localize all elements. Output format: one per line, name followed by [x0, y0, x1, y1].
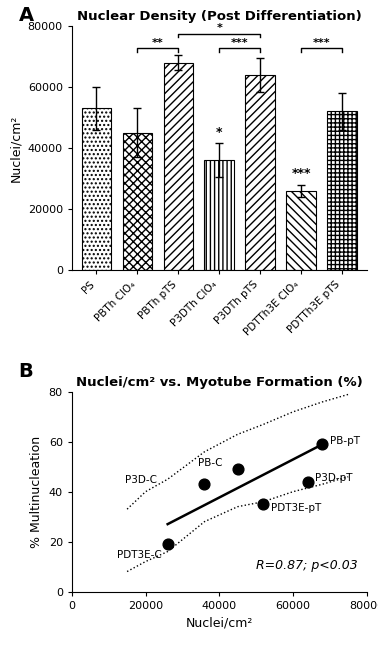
Point: [319, 439, 325, 450]
Point: [305, 476, 311, 487]
Point: [260, 499, 266, 510]
Text: *: *: [216, 23, 222, 33]
Y-axis label: % Multinucleation: % Multinucleation: [30, 436, 43, 548]
Title: Nuclear Density (Post Differentiation): Nuclear Density (Post Differentiation): [77, 10, 362, 23]
Point: [164, 539, 170, 549]
Bar: [122, 133, 152, 270]
Text: ***: ***: [291, 167, 311, 180]
Bar: [245, 75, 275, 270]
Title: Nuclei/cm² vs. Myotube Formation (%): Nuclei/cm² vs. Myotube Formation (%): [76, 376, 363, 389]
Text: *: *: [216, 126, 223, 139]
Text: R=0.87; p<0.03: R=0.87; p<0.03: [256, 558, 358, 571]
Bar: [82, 109, 111, 270]
Text: P3D-C: P3D-C: [125, 476, 156, 486]
Text: PB-pT: PB-pT: [330, 436, 360, 445]
Text: PDT3E-C: PDT3E-C: [117, 551, 162, 560]
Text: A: A: [19, 6, 34, 25]
Point: [201, 479, 208, 489]
Point: [235, 464, 241, 474]
Bar: [327, 111, 357, 270]
Bar: [287, 190, 316, 270]
Text: B: B: [19, 362, 34, 381]
Bar: [164, 62, 193, 270]
Text: ***: ***: [313, 38, 330, 47]
Bar: [204, 160, 234, 270]
Text: ***: ***: [231, 38, 248, 47]
X-axis label: Nuclei/cm²: Nuclei/cm²: [186, 616, 253, 629]
Text: PDT3E-pT: PDT3E-pT: [271, 503, 321, 513]
Text: PB-C: PB-C: [198, 458, 223, 468]
Text: **: **: [152, 38, 164, 47]
Y-axis label: Nuclei/cm²: Nuclei/cm²: [9, 114, 22, 181]
Text: P3D-pT: P3D-pT: [315, 473, 353, 483]
